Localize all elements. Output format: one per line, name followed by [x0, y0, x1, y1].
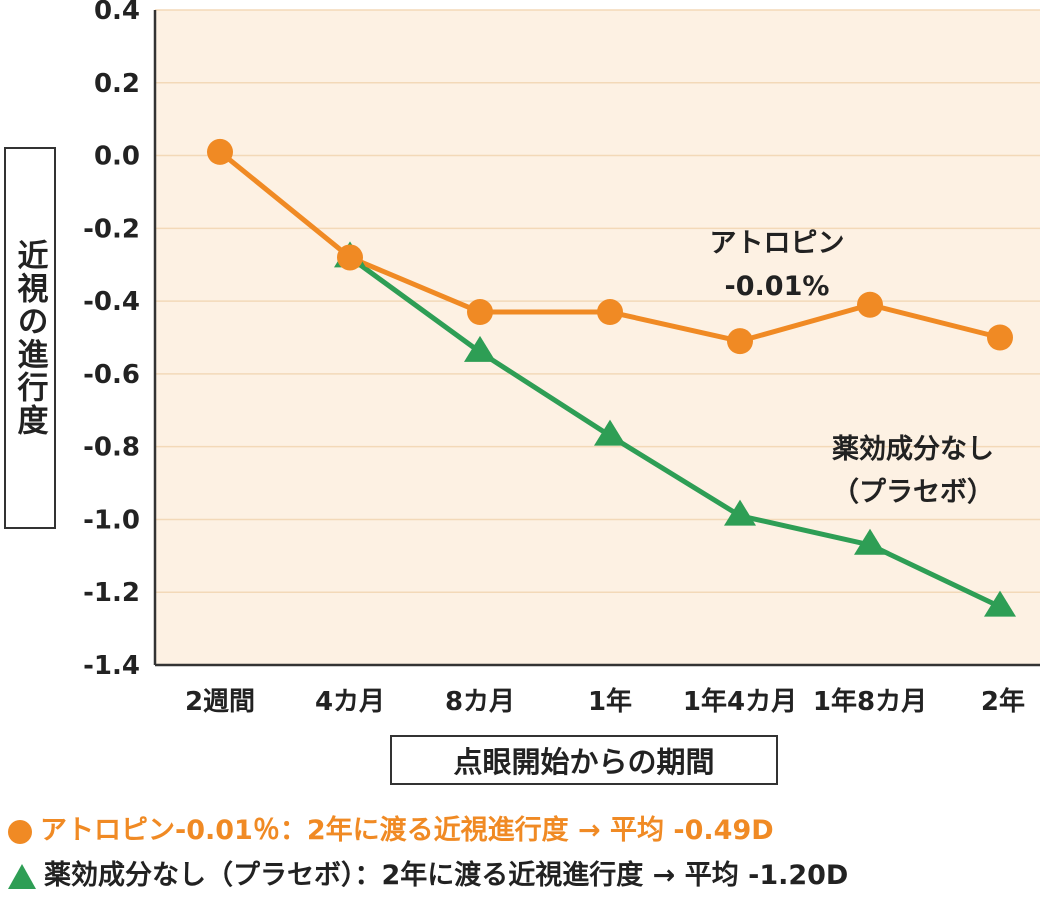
series-labels: アトロピン -0.01% 薬効成分なし （プラセボ） [710, 228, 995, 508]
y-tick-label: 0.2 [94, 69, 140, 99]
data-point-triangle [464, 335, 496, 362]
plot-area [155, 10, 1040, 665]
series-label: 薬効成分なし [832, 433, 994, 465]
y-tick-label: -0.6 [83, 360, 140, 390]
y-axis-label: 近視の進行度 [11, 239, 48, 437]
legend-item-atropine: アトロピン-0.01％：2年に渡る近視進行度 → 平均 -0.49D [8, 808, 774, 847]
data-point-circle [857, 291, 883, 318]
data-point-circle [207, 138, 233, 165]
data-point-triangle [594, 419, 626, 446]
y-tick-label: 0.4 [94, 0, 140, 26]
series [207, 138, 1016, 617]
y-axis-label-box: 近視の進行度 [4, 147, 56, 529]
chart: 0.4 0.2 0.0 -0.2 -0.4 -0.6 -0.8 -1.0 -1.2 -1.4 2週間… [83, 0, 1040, 717]
x-tick-label: 1年 [588, 686, 632, 717]
grid-lines [155, 9, 1040, 593]
y-tick-label: -1.2 [83, 578, 140, 608]
x-tick-label: 4カ月 [315, 687, 385, 717]
tick-labels: 0.4 0.2 0.0 -0.2 -0.4 -0.6 -0.8 -1.0 -1.2 -1.4 2週間… [83, 0, 1025, 717]
x-tick-label: 1年8カ月 [813, 686, 927, 717]
data-point-circle [727, 328, 753, 355]
legend-text-placebo: 薬効成分なし（プラセボ）：2年に渡る近視進行度 → 平均 -1.20D [44, 860, 849, 891]
data-point-circle [467, 299, 493, 326]
y-tick-label: -1.0 [83, 505, 140, 535]
data-point-circle [597, 299, 623, 326]
y-tick-label: -0.4 [83, 287, 140, 317]
x-tick-label: 2週間 [185, 687, 255, 717]
y-tick-label: -0.2 [83, 214, 140, 244]
series-line [348, 255, 1002, 610]
series-label: アトロピン [710, 228, 845, 259]
data-point-circle [337, 244, 363, 271]
data-point-triangle [984, 590, 1016, 617]
y-tick-label: 0.0 [94, 142, 140, 172]
x-tick-label: 2年 [981, 686, 1025, 717]
data-point-circle [987, 324, 1013, 351]
series-label: -0.01% [725, 271, 830, 302]
x-axis-label-box: 点眼開始からの期間 [390, 735, 778, 785]
data-point-triangle [854, 528, 886, 555]
axes [153, 10, 1040, 667]
x-tick-label: 1年4カ月 [683, 686, 797, 717]
circle-marker-icon [8, 819, 32, 844]
legend-item-placebo: 薬効成分なし（プラセボ）：2年に渡る近視進行度 → 平均 -1.20D [8, 853, 848, 892]
y-tick-label: -1.4 [83, 651, 140, 681]
triangle-marker-icon [8, 864, 36, 889]
x-axis-label: 点眼開始からの期間 [453, 745, 715, 779]
x-tick-label: 8カ月 [445, 687, 515, 717]
series-label: （プラセボ） [832, 477, 994, 508]
y-tick-label: -0.8 [83, 433, 140, 463]
data-point-triangle [724, 499, 756, 526]
legend-text-atropine: アトロピン-0.01％：2年に渡る近視進行度 → 平均 -0.49D [40, 815, 774, 846]
